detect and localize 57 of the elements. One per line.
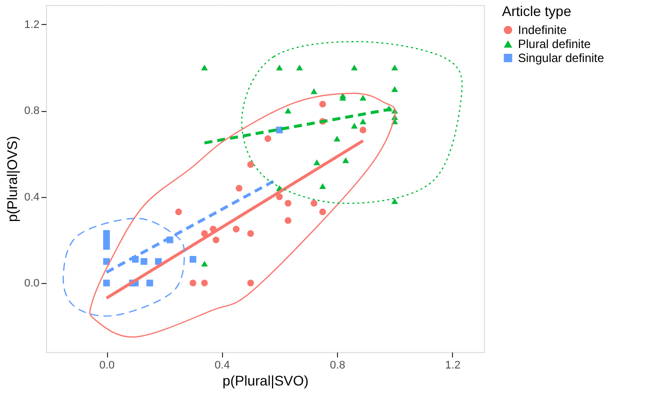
x-axis-title: p(Plural|SVO)	[222, 372, 309, 388]
point	[236, 184, 242, 192]
point	[190, 280, 196, 286]
point	[264, 135, 272, 142]
point	[319, 100, 326, 108]
point	[103, 236, 110, 244]
point	[201, 280, 208, 286]
point	[175, 208, 182, 216]
point	[319, 208, 326, 216]
point	[314, 159, 320, 166]
x-tick-label: 0.0	[99, 360, 115, 372]
legend-title: Article type	[502, 3, 572, 19]
point	[247, 161, 254, 168]
point	[342, 157, 350, 164]
y-tick-label: 0.4	[24, 191, 40, 204]
point	[391, 86, 398, 92]
point	[103, 230, 110, 237]
point	[284, 200, 292, 207]
point	[247, 230, 254, 237]
point	[284, 217, 292, 224]
point	[296, 64, 303, 70]
point	[276, 193, 283, 200]
point	[103, 243, 110, 250]
point	[319, 183, 326, 189]
point	[284, 108, 292, 114]
point	[391, 64, 398, 70]
x-tick-label: 1.2	[445, 360, 460, 372]
point	[334, 136, 340, 142]
point	[360, 126, 366, 134]
legend-label: Singular definite	[518, 51, 604, 65]
point	[360, 94, 366, 101]
point	[360, 118, 366, 124]
point	[201, 64, 208, 70]
point	[201, 230, 208, 237]
y-axis-title: p(Plural|OVS)	[4, 136, 20, 222]
point	[391, 198, 398, 204]
point	[310, 200, 318, 207]
point	[276, 64, 283, 70]
point	[212, 236, 220, 244]
point	[103, 258, 110, 265]
legend-label: Indefinite	[518, 23, 568, 37]
point	[350, 64, 358, 70]
y-tick-label: 0.0	[24, 278, 40, 290]
y-tick-label: 0.8	[24, 105, 40, 118]
x-tick-label: 0.8	[330, 360, 346, 372]
point	[247, 280, 254, 286]
point	[146, 280, 154, 286]
point	[310, 88, 318, 94]
x-tick-label: 0.4	[214, 360, 230, 372]
point	[232, 226, 240, 232]
y-tick-label: 1.2	[24, 18, 40, 31]
point	[350, 122, 358, 129]
point	[140, 258, 148, 265]
point	[103, 280, 110, 286]
point	[190, 256, 196, 263]
legend-label: Plural definite	[518, 37, 592, 51]
point	[201, 260, 208, 267]
